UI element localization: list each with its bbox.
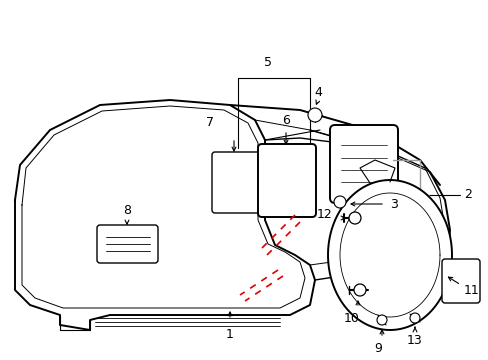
Circle shape bbox=[353, 284, 365, 296]
Text: 3: 3 bbox=[389, 198, 397, 211]
Text: 11: 11 bbox=[463, 284, 479, 297]
Text: 6: 6 bbox=[282, 113, 289, 126]
Text: 10: 10 bbox=[344, 311, 359, 324]
FancyBboxPatch shape bbox=[212, 152, 260, 213]
Text: 2: 2 bbox=[463, 189, 471, 202]
FancyBboxPatch shape bbox=[258, 144, 315, 217]
Text: 5: 5 bbox=[264, 57, 271, 69]
Text: 7: 7 bbox=[205, 116, 214, 129]
FancyBboxPatch shape bbox=[441, 259, 479, 303]
Text: 13: 13 bbox=[407, 333, 422, 346]
Text: 12: 12 bbox=[317, 208, 332, 221]
Circle shape bbox=[409, 313, 419, 323]
Circle shape bbox=[307, 108, 321, 122]
Text: 8: 8 bbox=[123, 203, 131, 216]
Circle shape bbox=[348, 212, 360, 224]
Polygon shape bbox=[327, 180, 451, 330]
Text: 1: 1 bbox=[225, 328, 233, 342]
Text: 4: 4 bbox=[313, 85, 321, 99]
Text: 9: 9 bbox=[373, 342, 381, 355]
FancyBboxPatch shape bbox=[97, 225, 158, 263]
Circle shape bbox=[333, 196, 346, 208]
Circle shape bbox=[376, 315, 386, 325]
FancyBboxPatch shape bbox=[329, 125, 397, 203]
